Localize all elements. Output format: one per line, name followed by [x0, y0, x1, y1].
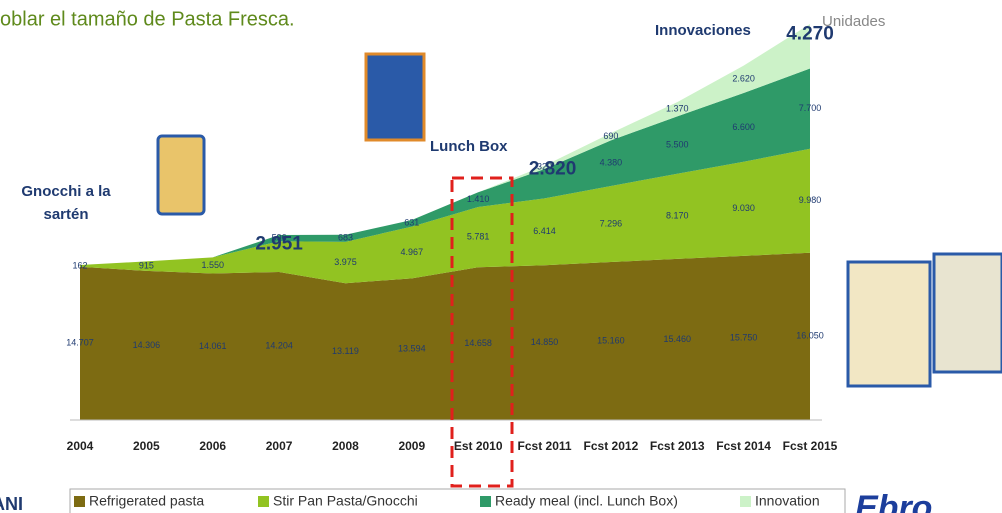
value-label: 15.750 [730, 332, 758, 342]
value-label: 13.119 [332, 346, 359, 356]
annotation: sartén [43, 206, 88, 223]
value-label: 15.460 [664, 334, 692, 344]
value-label: 14.061 [199, 341, 227, 351]
x-tick-label: 2009 [398, 439, 425, 453]
legend-label: Refrigerated pasta [89, 493, 204, 509]
logo: ANI [0, 494, 23, 513]
legend-swatch [740, 496, 751, 507]
x-tick-label: Fcst 2013 [650, 439, 705, 453]
area [80, 253, 810, 420]
x-tick-label: Est 2010 [454, 439, 503, 453]
value-label: 2.620 [732, 74, 755, 84]
value-label: 690 [603, 131, 618, 141]
value-label: 915 [139, 261, 154, 271]
value-label: 683 [338, 233, 353, 243]
legend-swatch [74, 496, 85, 507]
value-label: 596 [272, 232, 287, 242]
x-tick-label: 2005 [133, 439, 160, 453]
value-label: 9.030 [732, 203, 755, 213]
legend-label: Innovation [755, 493, 820, 509]
value-label: 14.306 [133, 340, 161, 350]
product-image [158, 136, 204, 214]
x-tick-label: 2006 [199, 439, 226, 453]
value-label: 320 [537, 162, 552, 172]
legend-label: Stir Pan Pasta/Gnocchi [273, 493, 418, 509]
annotation: Lunch Box [430, 138, 508, 155]
annotation: Gnocchi a la [21, 183, 111, 200]
x-tick-label: Fcst 2014 [716, 439, 771, 453]
value-label: 4.967 [401, 247, 424, 257]
x-tick-label: 2008 [332, 439, 359, 453]
legend-swatch [480, 496, 491, 507]
x-tick-label: Fcst 2011 [518, 439, 572, 453]
value-label: 14.707 [66, 338, 94, 348]
x-tick-label: 2004 [67, 439, 94, 453]
value-label: 5.781 [467, 232, 490, 242]
x-tick-label: Fcst 2012 [584, 439, 639, 453]
value-label: 9.980 [799, 195, 822, 205]
value-label: 15.160 [597, 335, 625, 345]
value-label: 6.414 [533, 226, 556, 236]
value-label: 16.050 [796, 331, 824, 341]
value-label: 1.410 [467, 194, 490, 204]
legend-label: Ready meal (incl. Lunch Box) [495, 493, 678, 509]
product-image [366, 54, 424, 140]
x-tick-label: Fcst 2015 [783, 439, 838, 453]
value-label: 631 [404, 218, 419, 228]
annotation: Innovaciones [655, 22, 751, 39]
value-label: 14.658 [464, 338, 492, 348]
value-label: 1.370 [666, 104, 689, 114]
value-label: 7.296 [600, 218, 623, 228]
product-image [848, 262, 930, 386]
value-label: 4.270 [786, 23, 834, 44]
x-tick-label: 2007 [266, 439, 293, 453]
value-label: 8.170 [666, 211, 689, 221]
slide-title: oblar el tamaño de Pasta Fresca. [0, 8, 295, 30]
product-image [934, 254, 1002, 372]
value-label: 6.600 [732, 122, 755, 132]
value-label: 7.700 [799, 103, 822, 113]
value-label: 2.820 [529, 159, 577, 180]
value-label: 162 [72, 260, 87, 270]
value-label: 5.500 [666, 139, 689, 149]
logo: Ebro [855, 489, 932, 513]
value-label: 3.975 [334, 257, 357, 267]
value-label: 13.594 [398, 344, 426, 354]
value-label: 14.850 [531, 337, 559, 347]
slide: oblar el tamaño de Pasta Fresca. Unidade… [0, 0, 1002, 513]
legend-swatch [258, 496, 269, 507]
value-label: 14.204 [265, 340, 293, 350]
value-label: 1.550 [201, 260, 224, 270]
value-label: 4.380 [600, 158, 623, 168]
